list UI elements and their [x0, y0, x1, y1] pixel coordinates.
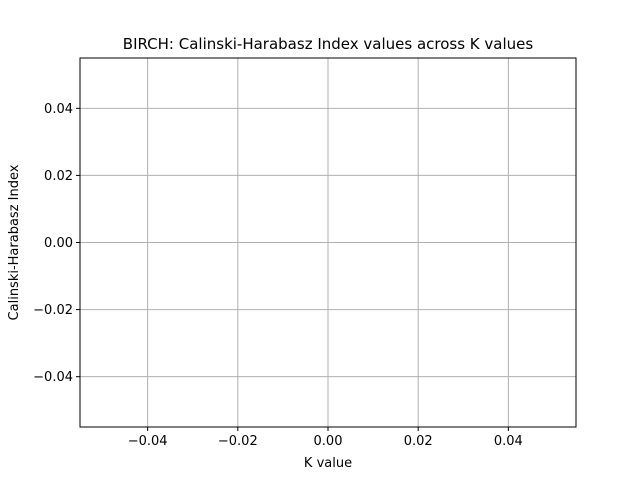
- y-tick-label: 0.02: [44, 169, 73, 184]
- x-tick-label: 0.02: [404, 434, 433, 449]
- y-tick-label: −0.02: [33, 303, 73, 318]
- chart-title: BIRCH: Calinski-Harabasz Index values ac…: [123, 35, 534, 53]
- y-tick-label: 0.04: [44, 102, 73, 117]
- y-tick-label: −0.04: [33, 370, 73, 385]
- grid-layer: [80, 58, 576, 427]
- x-tick-label: 0.04: [494, 434, 523, 449]
- x-axis-label: K value: [304, 456, 352, 471]
- x-tick-label: −0.02: [218, 434, 258, 449]
- y-axis-label: Calinski-Harabasz Index: [7, 164, 22, 320]
- y-tick-label: 0.00: [44, 236, 73, 251]
- x-axis-ticks: −0.04 −0.02 0.00 0.02 0.04: [128, 427, 523, 449]
- y-axis-ticks: −0.04 −0.02 0.00 0.02 0.04: [33, 102, 80, 385]
- x-tick-label: 0.00: [314, 434, 343, 449]
- x-tick-label: −0.04: [128, 434, 168, 449]
